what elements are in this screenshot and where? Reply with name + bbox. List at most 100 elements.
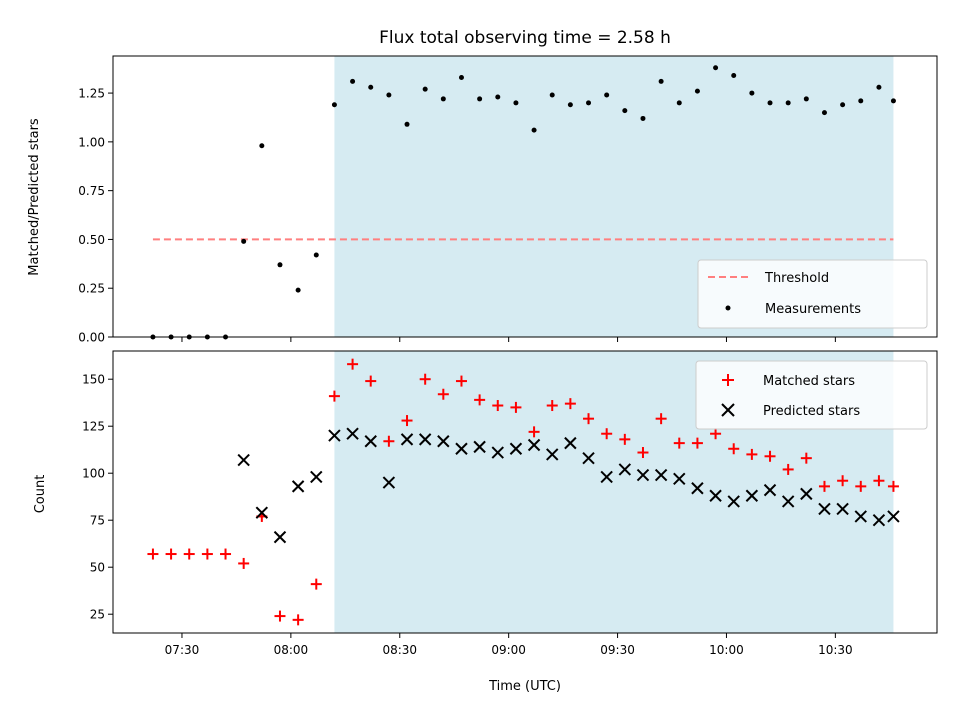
matched-stars-point: [637, 447, 649, 459]
predicted-stars-point: [237, 453, 250, 467]
measurement-point: [404, 121, 410, 127]
predicted-stars-point: [310, 470, 323, 484]
measurement-point: [368, 84, 374, 90]
bottom-series-group: [147, 358, 900, 626]
y-tick-label: 25: [90, 608, 105, 622]
predicted-stars-point: [546, 448, 559, 461]
predicted-stars-point: [836, 502, 849, 516]
matched-stars-point: [401, 415, 413, 427]
measurement-point: [767, 100, 773, 106]
y-tick-label: 1.25: [78, 87, 105, 101]
predicted-stars-point: [364, 435, 377, 448]
predicted-stars-point: [455, 442, 468, 455]
predicted-stars-point: [854, 510, 867, 523]
predicted-stars-point: [346, 427, 359, 440]
x-tick-label: 09:00: [491, 643, 526, 657]
bottom-x-ticks: 07:30 08:00 08:30 09:00 09:30 10:00 10:30: [165, 633, 853, 657]
predicted-stars-point: [509, 442, 523, 455]
matched-stars-point: [510, 401, 522, 413]
measurement-point: [313, 252, 319, 258]
measurement-point: [586, 100, 592, 106]
matched-stars-point: [818, 480, 830, 492]
matched-stars-point: [673, 437, 685, 449]
measurement-point: [241, 238, 247, 244]
y-tick-label: 100: [82, 467, 105, 481]
predicted-stars-point: [291, 480, 305, 493]
predicted-stars-point: [418, 433, 432, 446]
predicted-legend-swatch: [721, 403, 735, 417]
matched-legend-swatch: [722, 374, 734, 386]
matched-stars-point: [764, 450, 776, 462]
predicted-stars-point: [437, 435, 450, 448]
matched-stars-point: [837, 475, 849, 487]
matched-stars-point: [165, 548, 177, 560]
x-tick-label: 07:30: [165, 643, 200, 657]
matched-stars-point: [310, 578, 322, 590]
bottom-legend: Matched stars Predicted stars: [695, 360, 928, 430]
predicted-legend-label: Predicted stars: [763, 404, 860, 419]
matched-stars-point: [619, 433, 631, 445]
measurement-point: [785, 100, 791, 106]
matched-stars-point: [528, 426, 540, 438]
measurement-point: [731, 73, 737, 79]
y-tick-label: 150: [82, 373, 105, 387]
matched-stars-point: [292, 614, 304, 626]
y-tick-label: 125: [82, 420, 105, 434]
predicted-stars-point: [654, 468, 668, 482]
predicted-stars-point: [400, 433, 414, 446]
y-tick-label: 0.50: [78, 233, 105, 247]
matched-stars-point: [220, 548, 232, 560]
predicted-stars-point: [745, 489, 759, 502]
matched-stars-point: [347, 358, 359, 370]
x-tick-label: 08:30: [382, 643, 417, 657]
predicted-stars-point: [673, 472, 686, 486]
measurement-point: [477, 96, 483, 102]
top-legend-box: [697, 259, 928, 329]
predicted-stars-point: [273, 530, 287, 544]
predicted-stars-point: [818, 502, 831, 516]
top-y-axis-label: Matched/Predicted stars: [27, 118, 42, 276]
predicted-stars-point: [887, 510, 900, 523]
measurement-point: [803, 96, 809, 102]
measurement-point: [890, 98, 896, 104]
predicted-stars-point: [382, 476, 396, 489]
measurement-point: [676, 100, 682, 106]
predicted-stars-point: [328, 429, 341, 442]
matched-stars-point: [855, 480, 867, 492]
predicted-stars-point: [600, 470, 613, 484]
x-tick-label: 08:00: [274, 643, 309, 657]
measurement-point: [440, 96, 446, 102]
top-series-group: [150, 65, 896, 340]
top-axes-frame: [112, 55, 938, 338]
predicted-stars-point: [800, 487, 813, 501]
matched-stars-point: [238, 557, 250, 569]
y-tick-label: 0.00: [78, 331, 105, 345]
matched-stars-point: [564, 398, 576, 410]
matched-legend-label: Matched stars: [763, 374, 855, 389]
x-tick-label: 10:00: [709, 643, 744, 657]
matched-stars-point: [147, 548, 159, 560]
measurement-point: [604, 92, 610, 98]
measurement-point: [422, 86, 428, 92]
top-legend: Threshold Measurements: [697, 259, 928, 329]
predicted-stars-point: [781, 495, 795, 508]
matched-stars-point: [873, 475, 885, 487]
matched-stars-point: [655, 413, 667, 425]
predicted-stars-point: [763, 483, 777, 497]
y-tick-label: 1.00: [78, 135, 105, 149]
matched-stars-point: [183, 548, 195, 560]
bottom-panel: 25 50 75 100 125 150 07:30 08:00 08:30 09:00 09:3…: [33, 350, 938, 694]
matched-stars-point: [365, 375, 377, 387]
measurement-point: [295, 287, 301, 293]
measurement-point: [277, 262, 283, 268]
bottom-y-axis-label: Count: [33, 475, 48, 514]
predicted-stars-point: [255, 506, 269, 519]
matched-stars-point: [455, 375, 467, 387]
y-tick-label: 0.25: [78, 282, 105, 296]
measurement-point: [458, 74, 464, 80]
measurement-point: [858, 98, 864, 104]
measurement-point: [331, 102, 337, 108]
predicted-stars-point: [727, 495, 740, 508]
measurement-point: [567, 102, 573, 108]
